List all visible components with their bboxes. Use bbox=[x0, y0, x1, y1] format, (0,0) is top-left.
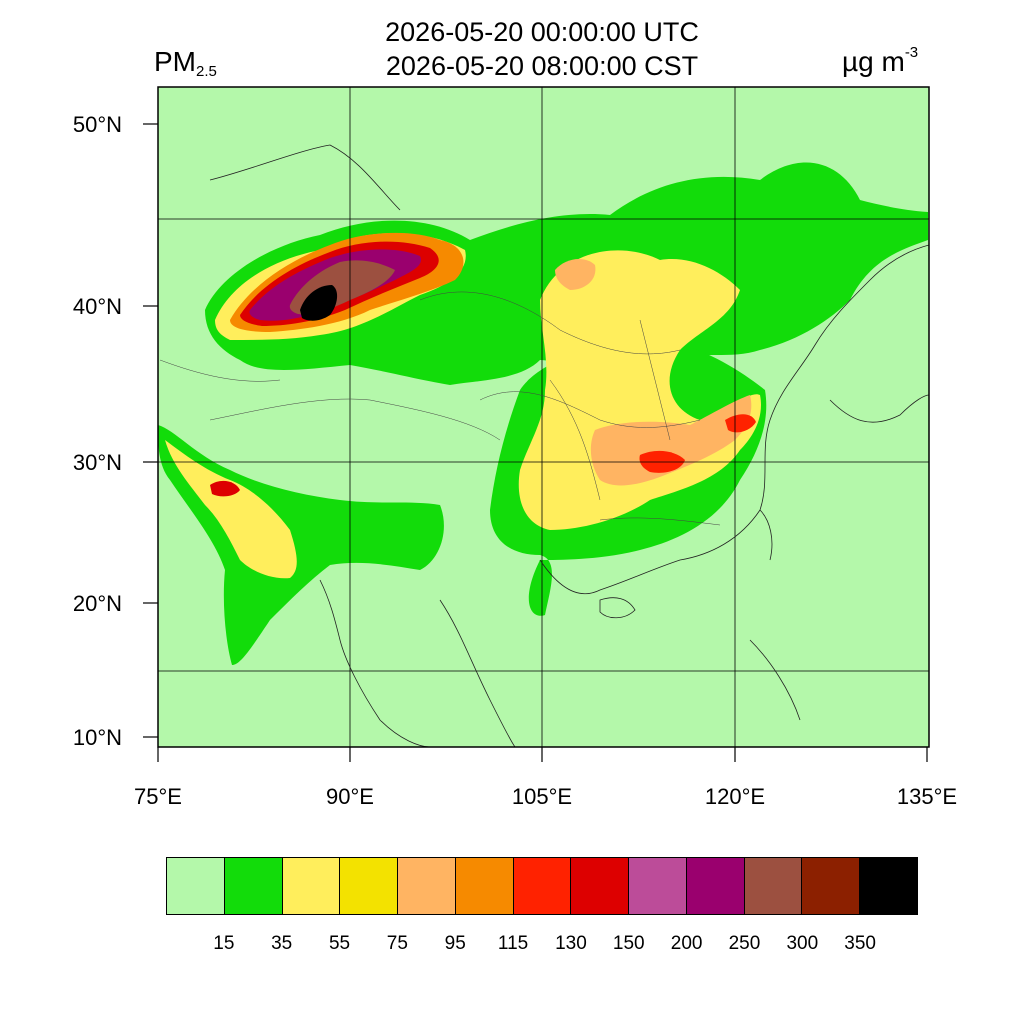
lat-label-40n: 40°N bbox=[72, 294, 122, 319]
colorbar-tick-label: 15 bbox=[213, 933, 235, 954]
colorbar-tick-label: 350 bbox=[844, 933, 876, 954]
colorbar-tick-label: 55 bbox=[328, 933, 351, 954]
lon-label-90e: 90°E bbox=[326, 784, 374, 809]
orange-zone-north bbox=[555, 258, 596, 290]
lat-label-20n: 20°N bbox=[72, 591, 122, 616]
orange-zone-central-china bbox=[590, 395, 752, 486]
colorbar-tick-label: 300 bbox=[786, 933, 819, 954]
lat-label-30n: 30°N bbox=[72, 450, 122, 475]
lat-label-50n: 50°N bbox=[72, 112, 122, 137]
colorbar-tick-label: 130 bbox=[555, 933, 587, 954]
yellow-zone-south-asia bbox=[165, 440, 297, 579]
graticule bbox=[158, 87, 929, 747]
colorbar-tick-label: 75 bbox=[386, 933, 408, 954]
colorbar-tick-label: 250 bbox=[728, 933, 761, 954]
lon-label-105e: 105°E bbox=[511, 784, 573, 809]
red-spot-south-asia bbox=[210, 480, 240, 497]
lon-label-135e: 135°E bbox=[896, 784, 958, 809]
variable-label: PM2.5 bbox=[154, 46, 217, 80]
colorbar-box bbox=[398, 858, 456, 914]
lon-label-75e: 75°E bbox=[134, 784, 182, 809]
coastlines bbox=[209, 144, 930, 748]
colorbar-tick-label: 200 bbox=[670, 933, 703, 954]
colorbar-tick-label: 35 bbox=[271, 933, 293, 954]
colorbar-box bbox=[571, 858, 630, 914]
axis-ticks bbox=[143, 123, 928, 762]
title-cst: 2026-05-20 08:00:00 CST bbox=[385, 51, 699, 81]
colorbar bbox=[166, 857, 918, 915]
colorbar-box bbox=[686, 858, 745, 914]
red-spot-east-china bbox=[725, 414, 756, 433]
map-border bbox=[157, 86, 930, 748]
lat-label-10n: 10°N bbox=[72, 725, 122, 750]
colorbar-box bbox=[455, 858, 514, 914]
hotspot-black bbox=[300, 285, 338, 321]
colorbar-box bbox=[802, 858, 861, 914]
colorbar-tick-label: 150 bbox=[612, 933, 645, 954]
colorbar-box bbox=[340, 858, 399, 914]
colorbar-box bbox=[167, 858, 225, 914]
colorbar-box bbox=[224, 858, 283, 914]
lon-label-120e: 120°E bbox=[704, 784, 766, 809]
colorbar-tick-label: 95 bbox=[444, 933, 466, 954]
colorbar-box bbox=[629, 858, 687, 914]
colorbar-box bbox=[282, 858, 341, 914]
colorbar-box bbox=[513, 858, 572, 914]
province-borders bbox=[159, 291, 721, 526]
colorbar-tick-label: 115 bbox=[497, 933, 529, 954]
title-utc: 2026-05-20 00:00:00 UTC bbox=[385, 17, 699, 47]
unit-label: µg m-3 bbox=[842, 44, 919, 77]
yellow-zone-central-china bbox=[518, 250, 761, 531]
colorbar-box bbox=[860, 858, 917, 914]
colorbar-box bbox=[744, 858, 803, 914]
